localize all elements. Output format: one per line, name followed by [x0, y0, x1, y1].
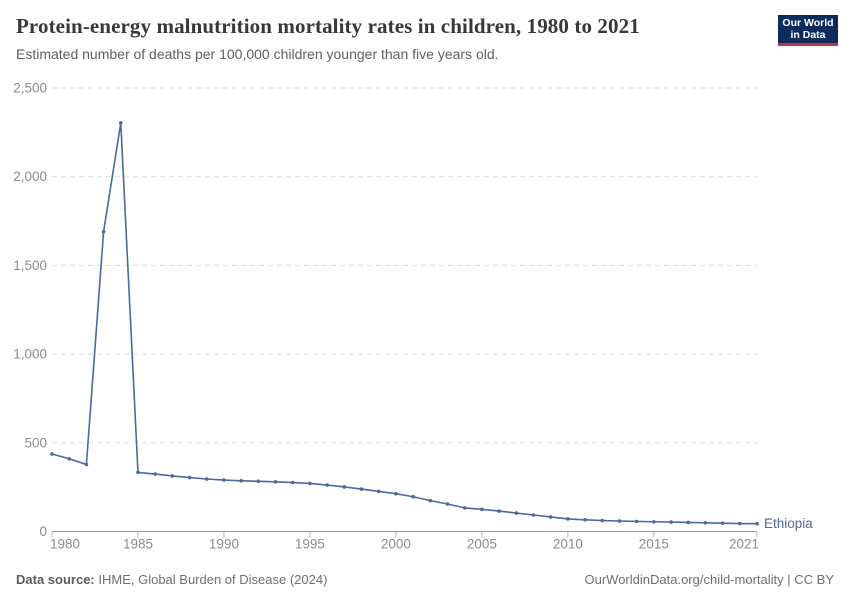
data-point[interactable] [342, 485, 347, 489]
series-line[interactable] [51, 122, 758, 525]
data-point[interactable] [136, 470, 140, 475]
data-point[interactable] [170, 474, 175, 478]
data-point[interactable] [669, 520, 673, 524]
y-axis-tick-label: 1,000 [13, 347, 47, 362]
x-axis-tick-label: 2015 [639, 537, 669, 551]
data-point[interactable] [84, 462, 89, 467]
data-point[interactable] [273, 480, 278, 484]
y-axis-tick-label: 2,000 [13, 169, 47, 184]
data-point[interactable] [325, 483, 329, 487]
data-point[interactable] [703, 521, 708, 525]
data-point[interactable] [462, 506, 467, 510]
plot-area[interactable]: 0 500 1,000 1,500 2,000 2,500 1980 1985 1990 1995… [0, 75, 850, 552]
data-point[interactable] [50, 452, 54, 456]
x-axis-tick-label: 1980 [50, 537, 80, 551]
data-point[interactable] [187, 475, 192, 480]
data-point[interactable] [634, 519, 639, 524]
data-point[interactable] [514, 511, 519, 515]
x-axis-tick-label: 2021 [729, 537, 759, 551]
x-axis-tick-label: 1985 [123, 537, 153, 551]
data-point[interactable] [118, 121, 123, 125]
owid-link[interactable]: OurWorldinData.org/child-mortality | CC … [584, 572, 835, 587]
data-point[interactable] [222, 478, 226, 482]
chart-header: Protein-energy malnutrition mortality ra… [16, 13, 834, 63]
x-axis-tick-label: 2010 [553, 537, 583, 551]
data-source: Data source: IHME, Global Burden of Dise… [16, 572, 327, 587]
data-point[interactable] [411, 494, 415, 499]
series-end-label[interactable]: Ethiopia [764, 516, 813, 531]
line-chart[interactable]: 0 500 1,000 1,500 2,000 2,500 1980 1985 1990 1995… [0, 75, 850, 552]
data-point[interactable] [531, 513, 536, 517]
data-point[interactable] [428, 498, 433, 503]
data-point[interactable] [256, 479, 261, 484]
data-point[interactable] [497, 509, 501, 513]
data-point[interactable] [548, 515, 553, 519]
chart-title: Protein-energy malnutrition mortality ra… [16, 14, 640, 38]
data-point[interactable] [652, 519, 656, 524]
owid-logo-line1: Our World [782, 17, 834, 29]
data-point[interactable] [617, 519, 622, 523]
data-point[interactable] [376, 489, 381, 494]
data-point[interactable] [204, 477, 209, 481]
data-point[interactable] [720, 521, 725, 525]
data-point[interactable] [583, 517, 587, 522]
data-source-value: IHME, Global Burden of Disease (2024) [94, 572, 328, 587]
x-axis-tick-label: 2005 [467, 537, 497, 551]
data-point[interactable] [308, 481, 312, 486]
data-point[interactable] [359, 487, 364, 491]
chart-footer: Data source: IHME, Global Burden of Dise… [16, 572, 834, 587]
data-point[interactable] [239, 478, 243, 483]
data-point[interactable] [600, 518, 605, 523]
owid-logo-line2: in Data [790, 29, 826, 41]
y-axis-tick-label: 500 [24, 435, 47, 450]
data-point[interactable] [686, 520, 691, 525]
x-axis-tick-label: 1990 [209, 537, 239, 551]
owid-logo[interactable]: Our World in Data [778, 15, 838, 46]
y-axis-tick-label: 2,500 [13, 81, 47, 96]
data-point[interactable] [67, 456, 71, 461]
x-axis-tick-label: 2000 [381, 537, 411, 551]
data-point[interactable] [755, 521, 759, 526]
data-point[interactable] [738, 521, 742, 526]
data-point[interactable] [153, 472, 157, 476]
data-point[interactable] [566, 517, 570, 521]
chart-subtitle: Estimated number of deaths per 100,000 c… [16, 46, 499, 62]
data-point[interactable] [480, 507, 484, 512]
data-point[interactable] [394, 491, 398, 496]
x-axis-tick-label: 1995 [295, 537, 325, 551]
owid-logo-box: Our World in Data [778, 15, 838, 43]
y-axis-tick-label: 1,500 [13, 258, 47, 273]
data-source-label: Data source: [16, 572, 95, 587]
y-axis-tick-label: 0 [39, 524, 47, 539]
data-point[interactable] [445, 502, 450, 506]
data-point[interactable] [290, 480, 295, 485]
data-point[interactable] [101, 229, 106, 234]
